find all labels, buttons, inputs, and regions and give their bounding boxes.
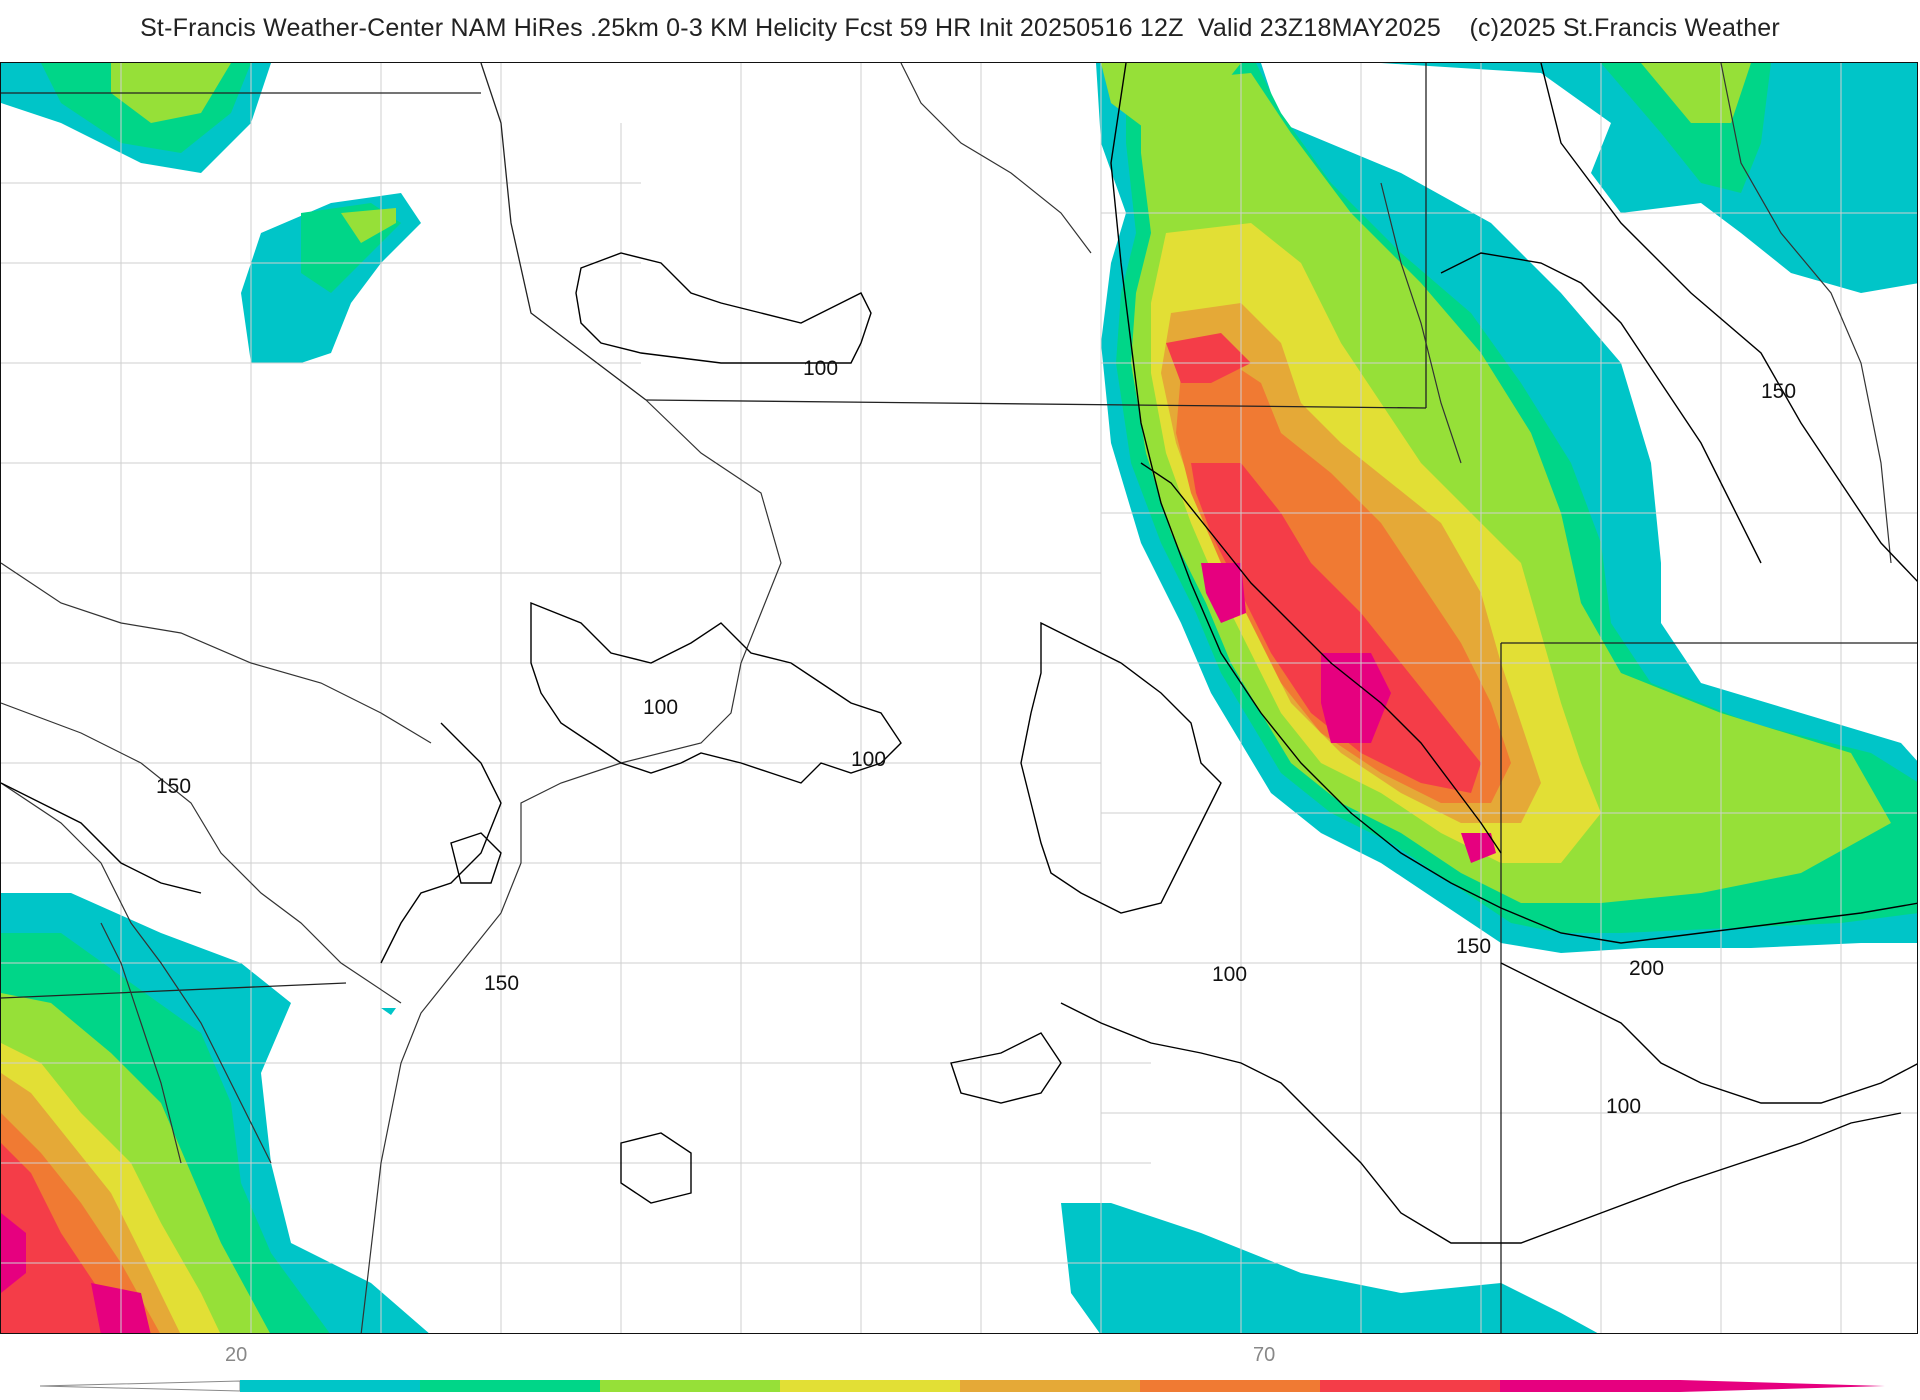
state-boundaries: [1, 63, 1917, 1333]
colorbar-segment: [960, 1380, 1141, 1392]
colorbar: [40, 1380, 1885, 1392]
shade-sw-red: [1, 1143, 130, 1333]
colorbar-segment: [780, 1380, 961, 1392]
map-canvas: 100 100 100 100 100 100 150 150 150 150 …: [1, 63, 1917, 1333]
contour-label: 200: [1629, 957, 1664, 980]
shade-nw-blob-lime: [341, 208, 396, 243]
colorbar-segment: [1320, 1380, 1501, 1392]
colorbar-segments: [240, 1380, 1681, 1392]
shade-top-small-lime: [1101, 63, 1241, 133]
colorbar-tick-label: 20: [225, 1344, 248, 1366]
river-lines: [1, 63, 1892, 1333]
contour-label: 150: [1761, 380, 1796, 403]
contour-label: 100: [1212, 963, 1247, 986]
colorbar-right-arrow: [1680, 1380, 1885, 1392]
shade-mid-small-cyan: [381, 1008, 396, 1015]
colorbar-left-arrow: [40, 1380, 241, 1392]
helicity-map: 100 100 100 100 100 100 150 150 150 150 …: [0, 62, 1918, 1334]
colorbar-segment: [1140, 1380, 1321, 1392]
shade-se-cyan: [1061, 1203, 1598, 1333]
map-title: St-Francis Weather-Center NAM HiRes .25k…: [140, 14, 1780, 42]
colorbar-segment: [240, 1380, 421, 1392]
contour-label: 150: [156, 775, 191, 798]
contour-label: 150: [484, 972, 519, 995]
contour-label: 100: [643, 696, 678, 719]
county-lines: [1, 63, 1917, 1333]
contour-labels: 100 100 100 100 100 100 150 150 150 150 …: [156, 357, 1796, 1118]
shade-sw-magenta: [1, 1213, 151, 1333]
contour-label: 100: [1606, 1095, 1641, 1118]
contour-label: 100: [851, 748, 886, 771]
shade-main-red: [1166, 333, 1481, 793]
colorbar-segment: [420, 1380, 601, 1392]
shade-main-orange: [1176, 363, 1511, 803]
colorbar-tick-label: 70: [1253, 1344, 1276, 1366]
contour-label: 100: [803, 357, 838, 380]
helicity-contours: [1, 63, 1917, 1244]
colorbar-segment: [1500, 1380, 1681, 1392]
helicity-shading: [1, 63, 1917, 1333]
shade-main-magenta: [1201, 563, 1496, 863]
contour-label: 150: [1456, 935, 1491, 958]
colorbar-segment: [600, 1380, 781, 1392]
